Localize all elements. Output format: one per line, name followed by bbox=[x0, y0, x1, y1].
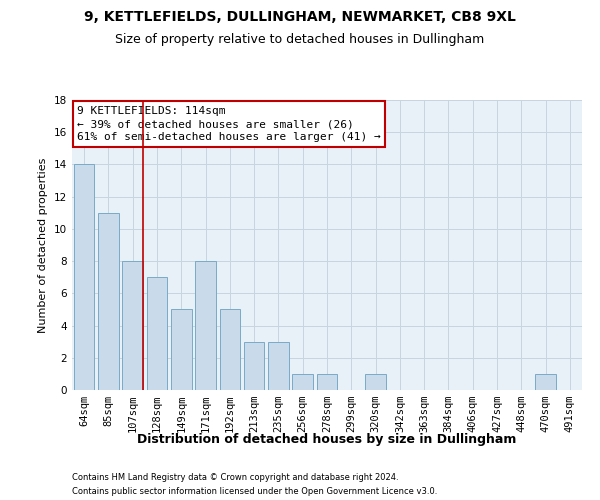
Bar bbox=[317, 374, 337, 390]
Y-axis label: Number of detached properties: Number of detached properties bbox=[38, 158, 49, 332]
Bar bbox=[98, 213, 119, 390]
Bar bbox=[146, 277, 167, 390]
Bar bbox=[171, 310, 191, 390]
Bar bbox=[122, 261, 143, 390]
Text: Size of property relative to detached houses in Dullingham: Size of property relative to detached ho… bbox=[115, 32, 485, 46]
Bar bbox=[220, 310, 240, 390]
Text: Distribution of detached houses by size in Dullingham: Distribution of detached houses by size … bbox=[137, 432, 517, 446]
Bar bbox=[268, 342, 289, 390]
Text: 9, KETTLEFIELDS, DULLINGHAM, NEWMARKET, CB8 9XL: 9, KETTLEFIELDS, DULLINGHAM, NEWMARKET, … bbox=[84, 10, 516, 24]
Bar bbox=[74, 164, 94, 390]
Bar bbox=[535, 374, 556, 390]
Text: Contains public sector information licensed under the Open Government Licence v3: Contains public sector information licen… bbox=[72, 488, 437, 496]
Text: 9 KETTLEFIELDS: 114sqm
← 39% of detached houses are smaller (26)
61% of semi-det: 9 KETTLEFIELDS: 114sqm ← 39% of detached… bbox=[77, 106, 381, 142]
Bar bbox=[292, 374, 313, 390]
Bar bbox=[195, 261, 216, 390]
Text: Contains HM Land Registry data © Crown copyright and database right 2024.: Contains HM Land Registry data © Crown c… bbox=[72, 472, 398, 482]
Bar bbox=[244, 342, 265, 390]
Bar bbox=[365, 374, 386, 390]
